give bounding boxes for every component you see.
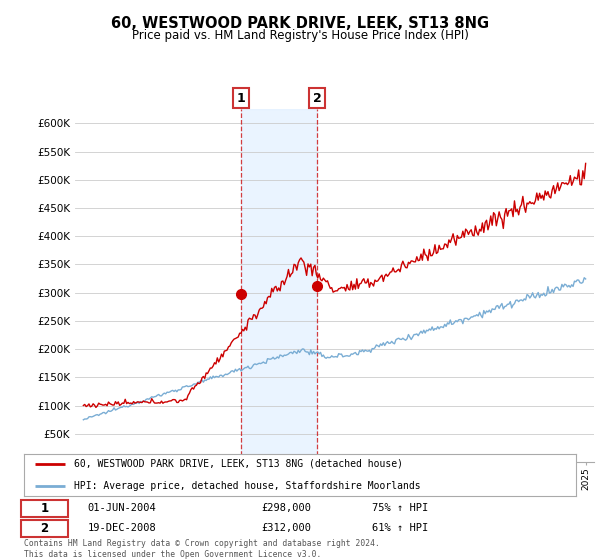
Text: £312,000: £312,000 xyxy=(262,523,311,533)
Text: 01-JUN-2004: 01-JUN-2004 xyxy=(88,503,156,514)
Text: 2: 2 xyxy=(313,92,322,105)
Bar xyxy=(241,109,317,462)
Text: £298,000: £298,000 xyxy=(262,503,311,514)
Text: 75% ↑ HPI: 75% ↑ HPI xyxy=(372,503,428,514)
Text: 60, WESTWOOD PARK DRIVE, LEEK, ST13 8NG: 60, WESTWOOD PARK DRIVE, LEEK, ST13 8NG xyxy=(111,16,489,31)
Text: 1: 1 xyxy=(40,502,49,515)
Text: 1: 1 xyxy=(237,92,245,105)
Text: 2: 2 xyxy=(40,521,49,535)
Text: 19-DEC-2008: 19-DEC-2008 xyxy=(88,523,156,533)
Text: 60, WESTWOOD PARK DRIVE, LEEK, ST13 8NG (detached house): 60, WESTWOOD PARK DRIVE, LEEK, ST13 8NG … xyxy=(74,459,403,469)
Text: HPI: Average price, detached house, Staffordshire Moorlands: HPI: Average price, detached house, Staf… xyxy=(74,480,421,491)
Text: Price paid vs. HM Land Registry's House Price Index (HPI): Price paid vs. HM Land Registry's House … xyxy=(131,29,469,42)
FancyBboxPatch shape xyxy=(21,500,68,517)
FancyBboxPatch shape xyxy=(21,520,68,536)
Text: 61% ↑ HPI: 61% ↑ HPI xyxy=(372,523,428,533)
Text: Contains HM Land Registry data © Crown copyright and database right 2024.
This d: Contains HM Land Registry data © Crown c… xyxy=(24,539,380,559)
